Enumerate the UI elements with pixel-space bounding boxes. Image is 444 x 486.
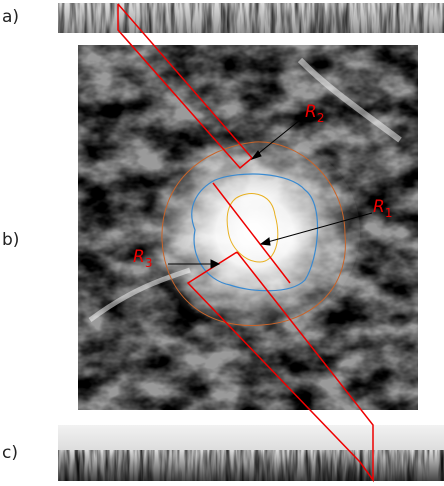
panel-label: c) [2,443,18,463]
figure: a) b) c) R2 R1 R3 [0,0,444,486]
panel-label: a) [2,7,19,27]
panel-label: b) [2,230,19,250]
page: a) b) c) R2 R1 R3 (() => { const data = … [0,0,444,486]
strip-a [58,3,444,33]
strip-c [58,425,444,481]
